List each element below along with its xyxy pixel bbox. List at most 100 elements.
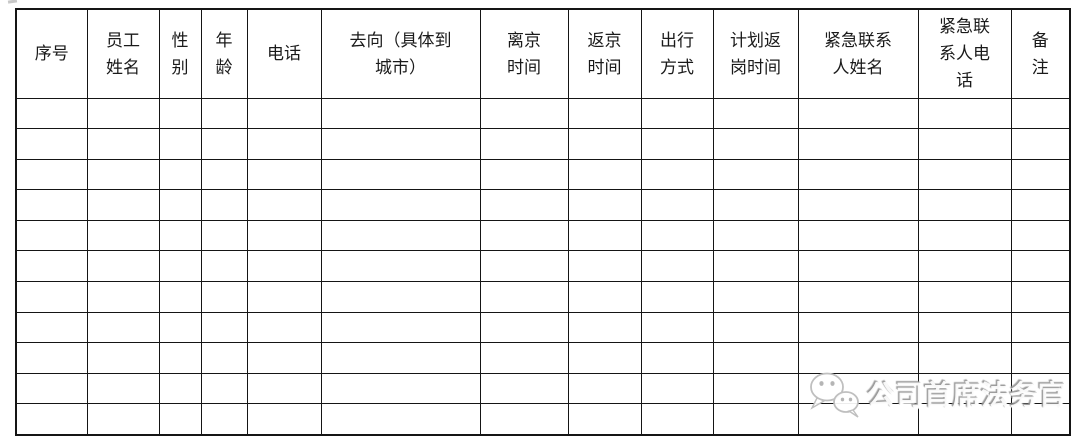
table-cell-age	[200, 311, 248, 344]
table-cell-gender	[158, 219, 202, 252]
table-cell-gender	[158, 189, 202, 221]
table-row-2	[15, 128, 1071, 160]
table-cell-planned-return-to-work-time	[712, 250, 799, 283]
table-cell-planned-return-to-work-time	[712, 219, 799, 252]
table-cell-serial-number	[15, 97, 88, 130]
table-cell-planned-return-to-work-time	[712, 97, 799, 130]
table-cell-gender	[158, 250, 202, 283]
table-cell-return-beijing-time	[567, 342, 642, 374]
table-cell-employee-name	[86, 372, 160, 405]
table-cell-emergency-contact-phone	[917, 342, 1012, 374]
table-cell-emergency-contact-phone	[917, 311, 1012, 344]
table-cell-gender	[158, 342, 202, 374]
table-cell-planned-return-to-work-time	[712, 342, 799, 374]
table-row-8	[15, 311, 1071, 344]
table-cell-serial-number	[15, 342, 88, 374]
table-cell-leave-beijing-time	[479, 342, 569, 374]
table-cell-remarks	[1010, 219, 1071, 252]
table-cell-remarks	[1010, 311, 1071, 344]
table-cell-age	[200, 281, 248, 313]
table-cell-employee-name	[86, 311, 160, 344]
table-row-3	[15, 158, 1071, 191]
table-row-6	[15, 250, 1071, 283]
table-cell-phone	[246, 128, 322, 160]
column-header-serial-number: 序号	[15, 8, 88, 99]
table-cell-remarks	[1010, 97, 1071, 130]
table-cell-return-beijing-time	[567, 281, 642, 313]
table-cell-leave-beijing-time	[479, 403, 569, 436]
table-cell-emergency-contact-name	[797, 342, 919, 374]
table-cell-travel-mode	[640, 219, 714, 252]
column-header-return-beijing-time: 返京 时间	[567, 8, 642, 99]
table-cell-age	[200, 158, 248, 191]
table-cell-planned-return-to-work-time	[712, 311, 799, 344]
table-cell-return-beijing-time	[567, 97, 642, 130]
table-row-7	[15, 281, 1071, 313]
employee-travel-registration-table: 序号 员工 姓名性 别年 龄电话 去向（具体到 城市） 离京 时间 返京 时间 出行 方式…	[15, 8, 1071, 436]
table-row-4	[15, 189, 1071, 221]
table-cell-gender	[158, 128, 202, 160]
table-cell-return-beijing-time	[567, 128, 642, 160]
table-cell-return-beijing-time	[567, 372, 642, 405]
table-cell-planned-return-to-work-time	[712, 403, 799, 436]
table-cell-age	[200, 128, 248, 160]
table-cell-emergency-contact-phone	[917, 281, 1012, 313]
table-cell-remarks	[1010, 158, 1071, 191]
table-cell-emergency-contact-name	[797, 189, 919, 221]
table-cell-serial-number	[15, 281, 88, 313]
table-cell-return-beijing-time	[567, 158, 642, 191]
table-cell-emergency-contact-name	[797, 97, 919, 130]
table-cell-remarks	[1010, 189, 1071, 221]
table-cell-age	[200, 189, 248, 221]
table-cell-destination-city	[320, 403, 481, 436]
table-cell-leave-beijing-time	[479, 372, 569, 405]
table-cell-travel-mode	[640, 403, 714, 436]
column-header-age: 年 龄	[200, 8, 248, 99]
table-row-10	[15, 372, 1071, 405]
table-cell-leave-beijing-time	[479, 189, 569, 221]
table-cell-destination-city	[320, 158, 481, 191]
table-cell-employee-name	[86, 97, 160, 130]
table-cell-travel-mode	[640, 311, 714, 344]
table-cell-leave-beijing-time	[479, 250, 569, 283]
column-header-travel-mode: 出行 方式	[640, 8, 714, 99]
table-row-9	[15, 342, 1071, 374]
table-container: 序号 员工 姓名性 别年 龄电话 去向（具体到 城市） 离京 时间 返京 时间 出行 方式…	[15, 8, 1071, 436]
table-cell-age	[200, 403, 248, 436]
table-cell-phone	[246, 403, 322, 436]
column-header-destination-city: 去向（具体到 城市）	[320, 8, 481, 99]
table-cell-return-beijing-time	[567, 311, 642, 344]
table-cell-planned-return-to-work-time	[712, 158, 799, 191]
table-cell-gender	[158, 403, 202, 436]
table-cell-phone	[246, 372, 322, 405]
table-cell-emergency-contact-phone	[917, 372, 1012, 405]
table-cell-phone	[246, 311, 322, 344]
table-cell-planned-return-to-work-time	[712, 281, 799, 313]
table-cell-planned-return-to-work-time	[712, 189, 799, 221]
table-cell-serial-number	[15, 250, 88, 283]
table-cell-serial-number	[15, 219, 88, 252]
column-header-emergency-contact-phone: 紧急联 系人电 话	[917, 8, 1012, 99]
table-cell-travel-mode	[640, 189, 714, 221]
table-cell-serial-number	[15, 372, 88, 405]
table-cell-emergency-contact-name	[797, 403, 919, 436]
table-cell-planned-return-to-work-time	[712, 128, 799, 160]
table-cell-age	[200, 219, 248, 252]
table-cell-phone	[246, 219, 322, 252]
table-cell-gender	[158, 311, 202, 344]
table-cell-employee-name	[86, 250, 160, 283]
table-cell-employee-name	[86, 158, 160, 191]
table-cell-emergency-contact-name	[797, 128, 919, 160]
table-cell-emergency-contact-name	[797, 219, 919, 252]
table-cell-age	[200, 250, 248, 283]
table-cell-emergency-contact-phone	[917, 158, 1012, 191]
table-cell-travel-mode	[640, 250, 714, 283]
table-cell-emergency-contact-phone	[917, 250, 1012, 283]
table-cell-emergency-contact-name	[797, 311, 919, 344]
table-cell-destination-city	[320, 219, 481, 252]
table-cell-leave-beijing-time	[479, 97, 569, 130]
table-cell-age	[200, 97, 248, 130]
table-cell-emergency-contact-name	[797, 250, 919, 283]
column-header-leave-beijing-time: 离京 时间	[479, 8, 569, 99]
